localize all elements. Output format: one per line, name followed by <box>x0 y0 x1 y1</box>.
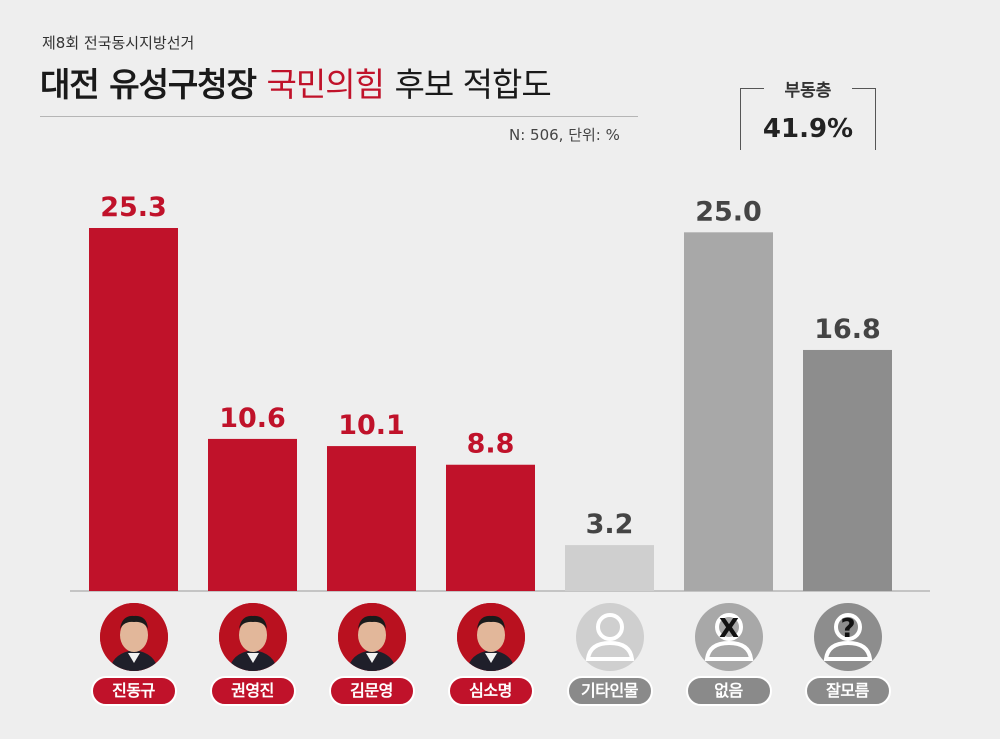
undecided-value: 41.9% <box>762 114 854 144</box>
bar <box>327 446 416 591</box>
candidate-photo <box>337 603 406 671</box>
category-label: 진동규 <box>90 676 177 706</box>
svg-text:?: ? <box>840 614 855 644</box>
category-label: 잘모름 <box>804 676 891 706</box>
category-label: 김문영 <box>328 676 415 706</box>
bar <box>446 464 535 591</box>
bar <box>89 228 178 591</box>
bar <box>565 545 654 591</box>
subtitle: 제8회 전국동시지방선거 <box>42 34 195 52</box>
bar-value-label: 8.8 <box>467 429 515 460</box>
undecided-box: 부동층 41.9% <box>740 81 876 150</box>
question-icon: ? <box>813 603 882 671</box>
bar-value-label: 10.1 <box>338 410 405 441</box>
bar <box>208 438 297 591</box>
bar-value-label: 25.0 <box>695 196 762 227</box>
sample-note: N: 506, 단위: % <box>509 126 620 144</box>
category-label: 없음 <box>685 676 772 706</box>
category-label: 기타인물 <box>566 676 653 706</box>
page-title: 대전 유성구청장 국민의힘 후보 적합도 <box>40 58 552 106</box>
candidate-photo <box>218 603 287 671</box>
bar <box>684 232 773 591</box>
bar-value-label: 10.6 <box>219 403 286 434</box>
title-party: 국민의힘 <box>266 65 385 104</box>
candidate-photo <box>99 603 168 671</box>
title-topic: 후보 적합도 <box>394 65 551 104</box>
candidate-photo <box>456 603 525 671</box>
bar-value-label: 3.2 <box>586 509 634 540</box>
bar <box>803 349 892 591</box>
category-label: 심소명 <box>447 676 534 706</box>
bar-value-label: 25.3 <box>100 192 167 223</box>
person-icon <box>575 603 644 671</box>
x-icon: X <box>694 603 763 671</box>
category-label: 권영진 <box>209 676 296 706</box>
title-region: 대전 유성구청장 <box>40 65 257 104</box>
undecided-label: 부동층 <box>784 81 832 101</box>
bar-value-label: 16.8 <box>814 314 881 345</box>
svg-text:X: X <box>718 614 738 644</box>
title-divider <box>40 116 638 117</box>
